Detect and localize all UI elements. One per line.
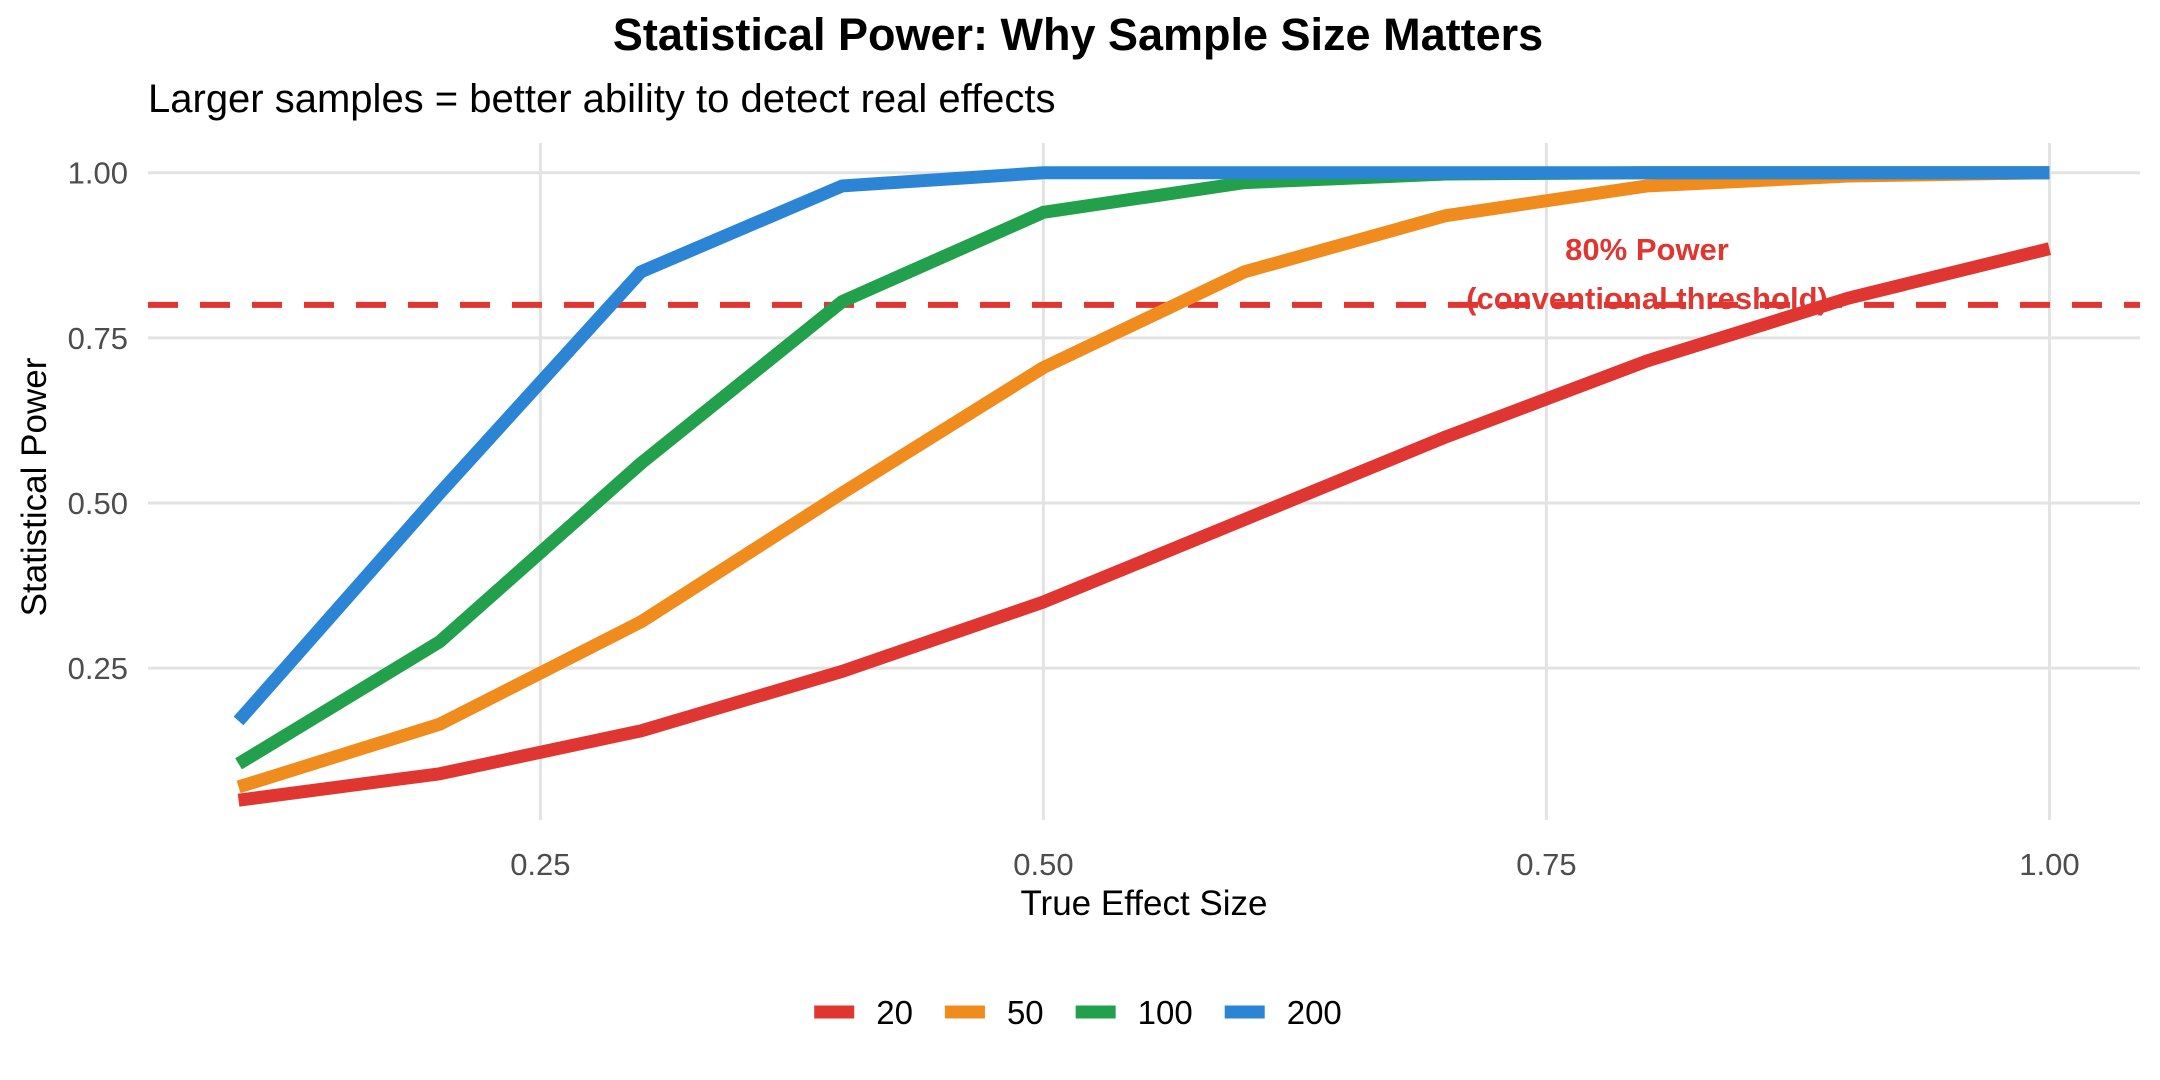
series-lines [233, 166, 2052, 807]
legend-label: 100 [1138, 994, 1193, 1031]
annotation-line: 80% Power [1565, 232, 1729, 267]
legend-item-20: 20 [814, 994, 913, 1031]
series-line-50 [236, 166, 2050, 794]
y-tick-label: 0.50 [68, 486, 128, 521]
chart-title: Statistical Power: Why Sample Size Matte… [613, 9, 1543, 60]
x-tick-label: 0.50 [1013, 847, 1073, 882]
series-line-20 [237, 242, 2052, 807]
legend: 20 50 100 200 [814, 994, 1342, 1031]
series-200 [233, 166, 2050, 726]
series-100 [235, 166, 2050, 770]
legend-item-200: 200 [1224, 994, 1342, 1031]
series-20 [237, 242, 2052, 807]
y-tick-label: 0.25 [68, 651, 128, 686]
legend-label: 50 [1007, 994, 1044, 1031]
y-axis-title: Statistical Power [15, 357, 54, 616]
x-tick-label: 0.25 [510, 847, 570, 882]
series-line-200 [233, 166, 2050, 726]
legend-item-50: 50 [944, 994, 1044, 1031]
y-tick-label: 0.75 [68, 321, 128, 356]
tick-labels: 0.25 0.50 0.75 1.00 0.25 0.50 0.75 1.00 [68, 156, 2080, 882]
y-tick-label: 1.00 [68, 156, 128, 191]
grid-lines [148, 143, 2140, 820]
legend-label: 20 [876, 994, 913, 1031]
annotation-line: (conventional threshold) [1466, 281, 1828, 316]
series-line-100 [235, 166, 2050, 770]
legend-label: 200 [1287, 994, 1342, 1031]
annotation-group: 80% Power (conventional threshold) [1466, 232, 1828, 316]
x-tick-label: 0.75 [1516, 847, 1576, 882]
legend-item-100: 100 [1075, 994, 1193, 1031]
x-axis-title: True Effect Size [1020, 884, 1267, 923]
chart-subtitle: Larger samples = better ability to detec… [148, 77, 1056, 121]
series-50 [236, 166, 2050, 794]
x-tick-label: 1.00 [2019, 847, 2079, 882]
